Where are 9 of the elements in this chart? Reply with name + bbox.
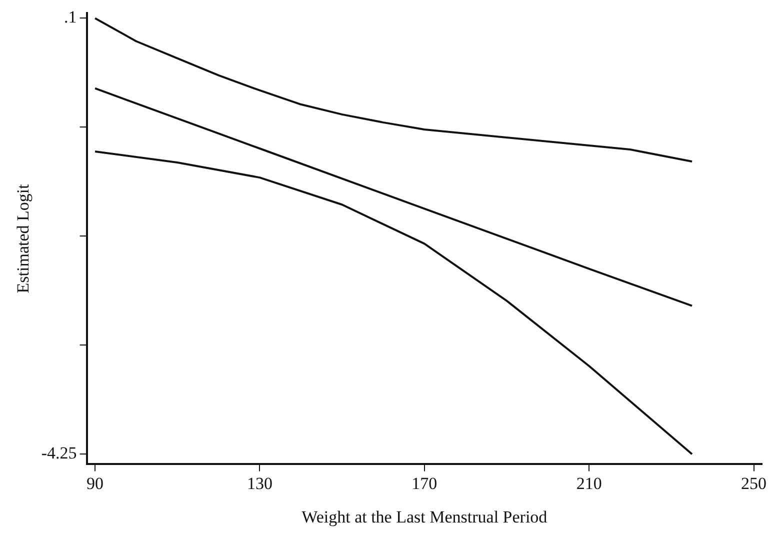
x-tick-label: 90 xyxy=(86,474,104,493)
y-axis-title: Estimated Logit xyxy=(14,184,33,294)
x-tick-label: 250 xyxy=(741,474,767,493)
x-tick-label: 170 xyxy=(412,474,438,493)
x-axis-title: Weight at the Last Menstrual Period xyxy=(302,507,548,526)
y-tick-label: .1 xyxy=(64,8,77,27)
x-tick-label: 130 xyxy=(246,474,272,493)
y-tick-label: -4.25 xyxy=(41,444,77,463)
x-tick-label: 210 xyxy=(576,474,602,493)
